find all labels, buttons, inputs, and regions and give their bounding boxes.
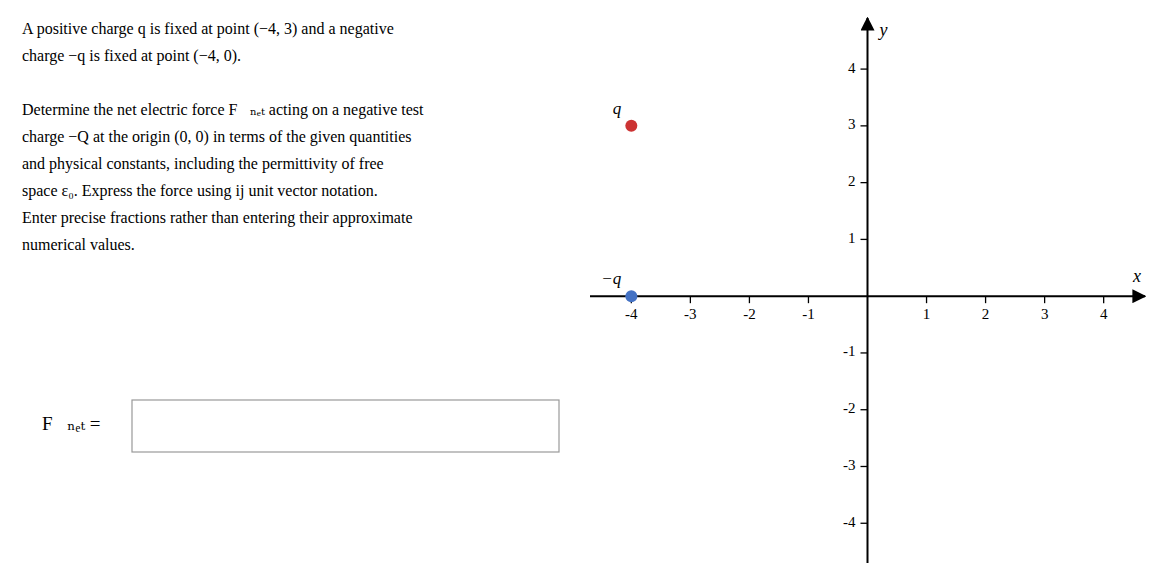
x-tick-label: 3 — [1041, 306, 1049, 322]
x-tick-label: -3 — [684, 306, 697, 322]
x-tick-label: 4 — [1100, 306, 1108, 322]
x-tick-label: 1 — [923, 306, 931, 322]
problem-text: Enter precise fractions rather than ente… — [22, 209, 413, 227]
x-tick-label: -4 — [625, 306, 638, 322]
charge-point — [625, 290, 637, 302]
y-tick-label: -4 — [843, 514, 856, 530]
y-tick — [861, 239, 868, 240]
x-tick — [985, 296, 986, 303]
y-tick-label: 4 — [848, 60, 856, 76]
points — [625, 120, 637, 302]
y-tick-label: 3 — [848, 116, 856, 132]
problem-text: charge −q is fixed at point (−4, 0). — [22, 47, 241, 65]
problem-text: charge −Q at the origin (0, 0) in terms … — [22, 128, 412, 146]
x-tick-label: 2 — [982, 306, 990, 322]
y-axis — [867, 18, 869, 563]
problem-text: Determine the net electric force F⃗ₙₑₜ a… — [22, 101, 424, 119]
y-tick — [861, 182, 868, 183]
y-tick-label: -3 — [843, 457, 856, 473]
x-tick — [749, 296, 750, 303]
x-tick-label: -1 — [802, 306, 815, 322]
y-tick — [861, 409, 868, 410]
point-labels: q −q — [601, 99, 621, 288]
x-tick — [926, 296, 927, 303]
y-tick — [861, 68, 868, 69]
x-tick-label: -2 — [743, 306, 756, 322]
y-tick-label: -1 — [843, 343, 856, 359]
answer-box[interactable] — [132, 400, 559, 452]
x-tick — [690, 296, 691, 303]
x-tick — [1103, 296, 1104, 303]
y-axis-label: y — [878, 20, 888, 40]
y-tick-label: 2 — [848, 173, 856, 189]
figure: A positive charge q is fixed at point (−… — [0, 0, 1163, 581]
y-tick — [861, 352, 868, 353]
charge-label: −q — [601, 269, 621, 288]
charge-label: q — [613, 99, 622, 118]
problem-text: A positive charge q is fixed at point (−… — [22, 20, 394, 38]
y-tick — [861, 125, 868, 126]
problem-text: space ε₀. Express the force using ij uni… — [22, 182, 378, 200]
x-tick — [808, 296, 809, 303]
y-tick — [861, 523, 868, 524]
x-axis-label: x — [1132, 266, 1141, 286]
x-tick — [1044, 296, 1045, 303]
problem-text: numerical values. — [22, 236, 135, 253]
charge-point — [625, 120, 637, 132]
y-tick-label: -2 — [843, 400, 856, 416]
answer-label: F⃗ₙₑₜ = — [42, 413, 101, 434]
y-tick — [861, 466, 868, 467]
problem-text: and physical constants, including the pe… — [22, 155, 384, 173]
y-tick-label: 1 — [848, 230, 856, 246]
